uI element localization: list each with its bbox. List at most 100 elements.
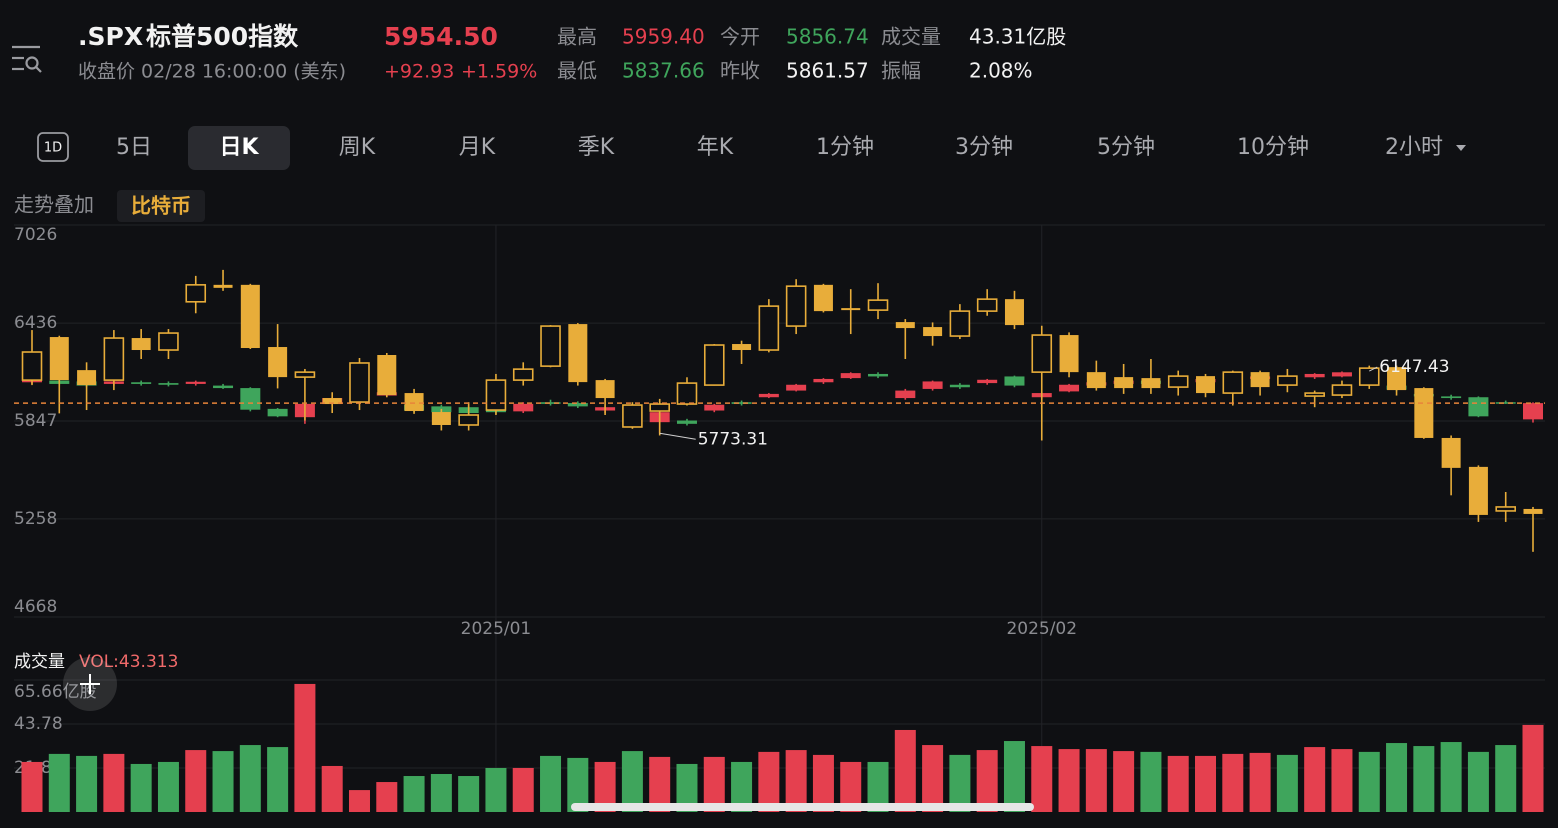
- volume-bar: [21, 761, 43, 812]
- candle-body: [1441, 437, 1461, 468]
- stat-label: 成交量: [881, 25, 941, 49]
- annotation-leader: [1369, 366, 1378, 372]
- candle-body: [1086, 372, 1106, 389]
- candle-body: [1114, 377, 1134, 389]
- candle-body: [1196, 376, 1216, 394]
- tab[interactable]: 10分钟: [1237, 135, 1309, 160]
- volume-bar: [185, 750, 207, 812]
- candle-body: [1059, 335, 1079, 373]
- menu-icon[interactable]: [12, 45, 42, 73]
- candle-body: [676, 420, 697, 424]
- candle-body: [404, 393, 424, 412]
- candle-body: [731, 402, 752, 404]
- tab[interactable]: 1分钟: [816, 135, 874, 160]
- overlay-chip[interactable]: [117, 190, 205, 222]
- tab[interactable]: 年K: [697, 135, 734, 160]
- stat-value: 5856.74: [786, 25, 869, 49]
- volume-bar: [1222, 753, 1244, 812]
- candle-body: [1387, 367, 1407, 391]
- candle-body: [785, 285, 807, 327]
- candle-body: [185, 284, 207, 303]
- candle-body: [1331, 384, 1353, 396]
- volume-bar: [1467, 751, 1489, 812]
- candle-body: [813, 378, 834, 383]
- volume-tick-label: 65.66亿股: [14, 682, 97, 702]
- candle-body: [1358, 367, 1380, 386]
- candle-body: [213, 284, 233, 288]
- candle-body: [1414, 388, 1434, 438]
- index-name: 标普500指数: [146, 22, 299, 51]
- volume-bar: [894, 729, 916, 812]
- tab-active[interactable]: 日K: [219, 135, 259, 160]
- candle-body: [813, 284, 833, 312]
- volume-bar: [458, 776, 480, 812]
- candle-body: [1059, 384, 1080, 392]
- y-tick-label: 6436: [14, 313, 57, 333]
- volume-bar: [1058, 749, 1080, 812]
- y-tick-label: 5258: [14, 509, 57, 529]
- candle-body: [49, 337, 69, 381]
- tab[interactable]: 3分钟: [955, 135, 1013, 160]
- volume-label: VOL:43.313: [79, 652, 178, 672]
- tab[interactable]: 周K: [339, 135, 376, 160]
- volume-bar: [840, 761, 862, 812]
- tab[interactable]: 月K: [459, 135, 496, 160]
- dropdown-arrow: [1456, 145, 1466, 151]
- candle-body: [131, 382, 152, 384]
- volume-bar: [1440, 742, 1462, 812]
- tab[interactable]: 5分钟: [1097, 135, 1155, 160]
- candle-body: [1304, 392, 1325, 397]
- volume-bar: [731, 761, 753, 812]
- candle-body: [1495, 402, 1516, 404]
- candle-body: [158, 383, 179, 385]
- volume-bar: [1522, 724, 1544, 812]
- volume-bar: [1304, 747, 1326, 812]
- volume-bar: [212, 751, 234, 812]
- volume-bar: [567, 757, 589, 812]
- candle-body: [949, 384, 970, 388]
- volume-bar: [1413, 746, 1435, 812]
- candle-body: [158, 332, 179, 351]
- stat-value: 5837.66: [622, 59, 705, 83]
- candle-body: [895, 322, 915, 329]
- 1d-icon[interactable]: [37, 132, 69, 162]
- candle-body: [703, 344, 725, 386]
- candle-body: [758, 393, 779, 398]
- candle-body: [758, 305, 780, 351]
- candle-body: [595, 380, 615, 399]
- volume-bar: [812, 754, 834, 812]
- tab[interactable]: 季K: [578, 135, 615, 160]
- min-annotation: 5773.31: [698, 429, 768, 449]
- volume-bar: [594, 761, 616, 812]
- tab[interactable]: 2小时: [1385, 135, 1443, 160]
- change: +92.93: [384, 61, 454, 83]
- candle-body: [185, 381, 206, 384]
- candle-body: [322, 398, 342, 405]
- 1d-icon-label: 1D: [44, 141, 62, 156]
- candle-body: [977, 379, 998, 384]
- volume-bar: [649, 756, 671, 812]
- candle-body: [867, 299, 889, 311]
- stat-label: 振幅: [881, 59, 921, 83]
- candle-body: [676, 382, 698, 405]
- volume-bar: [485, 767, 507, 812]
- tab-bar: 5日 日K 周K 月K 季K 年K 1分钟 3分钟 5分钟 10分钟 2小时: [116, 126, 1466, 170]
- volume-bar: [239, 745, 261, 812]
- volume-bar: [321, 765, 343, 812]
- candle-body: [868, 373, 889, 377]
- candle-body: [568, 324, 588, 383]
- stat-label: 昨收: [720, 59, 760, 83]
- candle-body: [431, 412, 451, 425]
- candle-body: [240, 284, 260, 349]
- candle-body: [1031, 334, 1053, 373]
- candle-body: [1468, 397, 1489, 417]
- volume-bar: [1276, 754, 1298, 812]
- x-tick-label: 2025/01: [461, 619, 532, 639]
- volume-bar: [949, 754, 971, 812]
- tab[interactable]: 5日: [116, 135, 152, 160]
- volume-bar: [785, 750, 807, 812]
- overlay-label: 走势叠加: [14, 193, 94, 217]
